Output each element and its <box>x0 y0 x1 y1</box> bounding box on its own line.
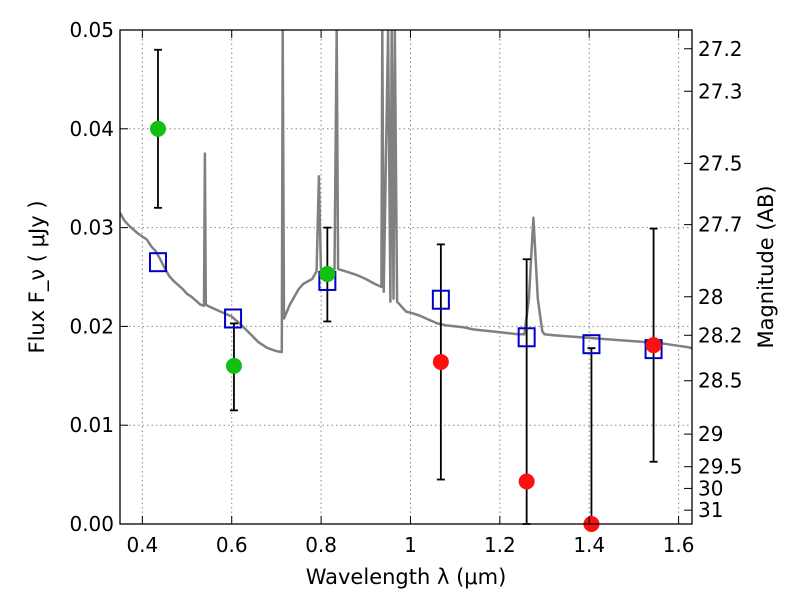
model-square-marker <box>431 289 450 310</box>
y-tick-label: 0.00 <box>69 512 114 536</box>
right-tick-label: 27.3 <box>698 79 743 103</box>
spectrum-line <box>120 30 692 354</box>
y-tick-label: 0.03 <box>69 216 114 240</box>
clipped-layer <box>120 30 692 354</box>
x-tick-label: 1.2 <box>484 533 516 557</box>
plot-area <box>120 30 692 532</box>
model-square-marker <box>148 252 167 273</box>
y-tick-label: 0.02 <box>69 314 114 338</box>
x-tick-label: 1.6 <box>663 533 695 557</box>
right-tick-label: 31 <box>698 498 723 522</box>
y-tick-label: 0.05 <box>69 18 114 42</box>
red-data-point <box>518 473 535 490</box>
right-tick-label: 27.7 <box>698 213 743 237</box>
green-data-point <box>319 266 336 283</box>
right-axis-label: Magnitude (AB) <box>754 185 778 348</box>
x-axis-label: Wavelength λ (μm) <box>306 565 507 589</box>
green-data-point <box>225 357 242 374</box>
right-tick-label: 28 <box>698 285 723 309</box>
right-tick-label: 29 <box>698 422 723 446</box>
model-square-marker <box>582 334 601 355</box>
green-data-point <box>149 120 166 137</box>
ticks: 0.4 0.6 0.8 1 1.2 1.4 1.6 0.00 0.01 0.02 0.03 0.04 0… <box>69 18 742 557</box>
model-square-marker <box>224 308 243 329</box>
x-tick-label: 0.6 <box>216 533 248 557</box>
x-tick-label: 0.4 <box>126 533 158 557</box>
red-data-point <box>645 337 662 354</box>
model-square-marker <box>517 327 536 348</box>
right-tick-label: 28.5 <box>698 369 743 393</box>
y-axis-label: Flux F_ν ( μJy ) <box>25 200 50 353</box>
right-tick-label: 27.5 <box>698 151 743 175</box>
y-tick-label: 0.01 <box>69 413 114 437</box>
x-tick-label: 0.8 <box>305 533 337 557</box>
red-data-point <box>432 353 449 370</box>
grid <box>120 30 692 524</box>
x-tick-label: 1 <box>404 533 417 557</box>
right-tick-label: 28.2 <box>698 323 743 347</box>
plot-frame <box>119 29 693 525</box>
y-tick-label: 0.04 <box>69 117 114 141</box>
right-tick-label: 30 <box>698 476 723 500</box>
right-tick-label: 27.2 <box>698 37 743 61</box>
right-tick-label: 29.5 <box>698 455 743 479</box>
x-tick-label: 1.4 <box>573 533 605 557</box>
